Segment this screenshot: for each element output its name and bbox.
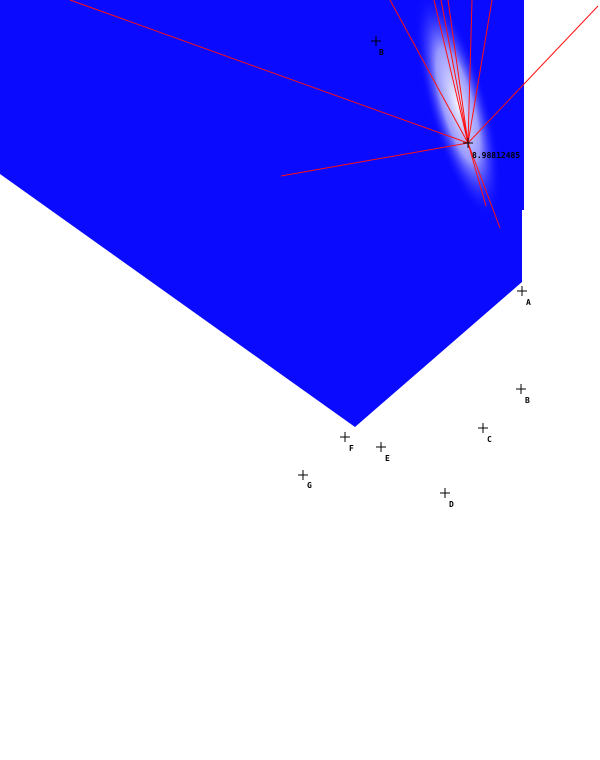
- point-label: B: [525, 396, 530, 405]
- point-label: G: [307, 481, 312, 490]
- point-marker: B: [371, 36, 384, 57]
- point-marker: E: [376, 442, 390, 463]
- ray: [447, 0, 469, 144]
- point-label: E: [385, 454, 390, 463]
- ray: [433, 0, 469, 144]
- ray-bundle: [69, 0, 599, 229]
- point-markers: A B C D E F G B: [298, 36, 531, 509]
- point-marker: D: [440, 488, 454, 509]
- ray: [467, 0, 473, 144]
- blue-region: [0, 0, 524, 427]
- light-glow: [414, 0, 502, 219]
- point-label: B: [379, 48, 384, 57]
- point-label: D: [449, 500, 454, 509]
- ray: [467, 142, 487, 207]
- point-marker: G: [298, 470, 312, 490]
- ray: [467, 0, 493, 144]
- source-value-label: 8.98812485: [472, 151, 520, 160]
- point-marker: F: [340, 432, 354, 453]
- ray: [280, 142, 469, 177]
- ray: [467, 5, 599, 144]
- ray: [69, 0, 469, 144]
- point-label: A: [526, 298, 531, 307]
- ray: [389, 0, 469, 144]
- source-marker: [463, 138, 473, 148]
- point-label: C: [487, 435, 492, 444]
- point-marker: A: [517, 286, 531, 307]
- point-label: F: [349, 444, 354, 453]
- point-marker: C: [478, 423, 492, 444]
- ray: [440, 0, 469, 144]
- ray: [467, 142, 501, 229]
- point-marker: B: [516, 384, 530, 405]
